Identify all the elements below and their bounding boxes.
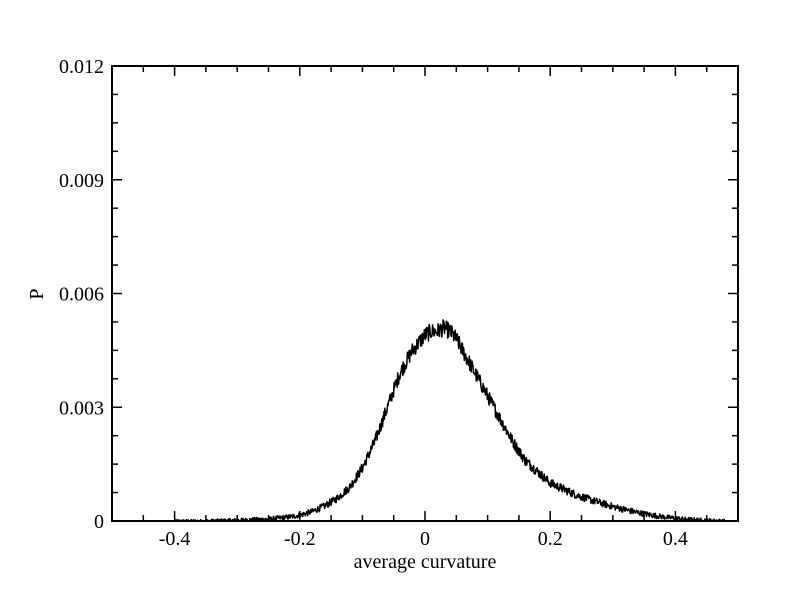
y-tick-label: 0.006 [59,284,104,306]
plot-frame [111,65,739,522]
x-tick-label: 0.4 [663,528,688,550]
series-line [174,319,726,522]
axis-ticks [111,65,739,522]
y-tick-labels: 0 0.003 0.006 0.009 0.012 [59,56,104,533]
y-tick-label: 0 [94,511,104,533]
y-tick-label: 0.003 [59,397,104,419]
x-tick-label: -0.4 [159,528,191,550]
y-tick-label: 0.009 [59,170,104,192]
y-tick-label: 0.012 [59,56,104,78]
x-axis-title: average curvature [354,551,497,573]
x-tick-label: 0.2 [538,528,563,550]
y-axis-title: P [26,288,48,299]
x-tick-label: 0 [420,528,430,550]
x-tick-label: -0.2 [284,528,316,550]
x-tick-labels: -0.4 -0.2 0 0.2 0.4 [159,528,688,550]
